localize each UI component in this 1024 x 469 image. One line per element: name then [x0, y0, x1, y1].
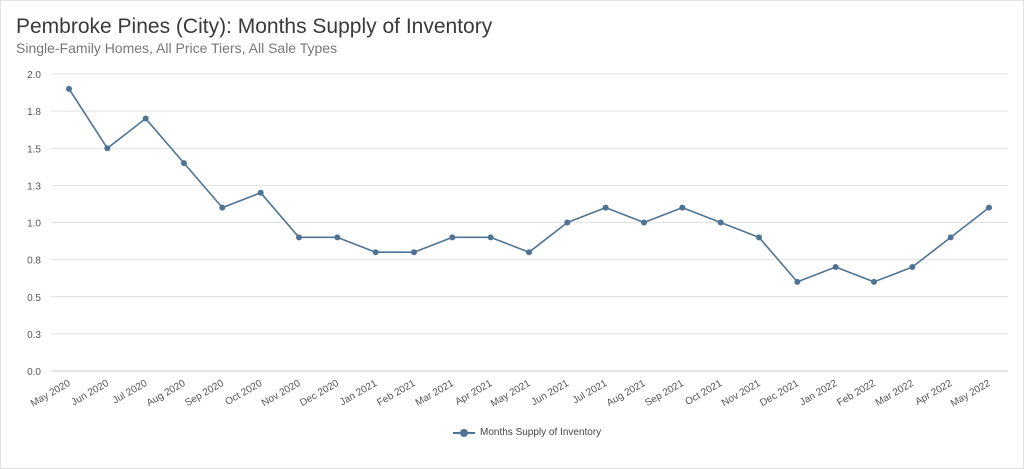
data-point [526, 249, 532, 256]
data-point [717, 219, 724, 226]
x-tick-label: Sep 2020 [183, 378, 226, 409]
data-point [104, 145, 111, 152]
data-point [411, 249, 417, 256]
data-point [296, 234, 302, 241]
data-point [564, 219, 571, 226]
x-tick-label: Jun 2021 [530, 378, 572, 408]
x-tick-label: Sep 2021 [643, 378, 686, 409]
data-point [679, 204, 686, 211]
data-point [142, 115, 149, 122]
data-point [449, 234, 456, 241]
data-point [219, 204, 226, 211]
x-tick-label: Dec 2021 [758, 378, 801, 409]
y-tick-label: 1.5 [27, 144, 41, 155]
x-tick-label: Jan 2022 [798, 378, 840, 408]
data-point [909, 264, 916, 271]
chart-subtitle: Single-Family Homes, All Price Tiers, Al… [16, 40, 338, 56]
y-tick-label: 0.5 [27, 293, 41, 304]
y-tick-label: 1.8 [27, 107, 41, 118]
x-tick-label: Jun 2020 [70, 378, 112, 408]
x-tick-label: Nov 2021 [720, 378, 763, 409]
y-tick-label: 1.3 [27, 181, 41, 192]
y-tick-label: 0.0 [27, 367, 41, 378]
legend[interactable]: Months Supply of Inventory [453, 427, 601, 438]
y-tick-label: 0.3 [27, 330, 41, 341]
y-tick-label: 2.0 [27, 70, 41, 81]
x-tick-label: Oct 2020 [224, 378, 265, 408]
legend-label: Months Supply of Inventory [480, 427, 602, 438]
data-point [641, 219, 647, 226]
x-tick-label: Dec 2020 [298, 378, 341, 409]
chart-title: Pembroke Pines (City): Months Supply of … [16, 15, 493, 38]
data-point [947, 234, 954, 241]
data-point [487, 234, 494, 241]
data-point [756, 234, 762, 241]
x-tick-label: Feb 2021 [375, 378, 417, 409]
x-tick-label: Feb 2022 [835, 378, 877, 409]
x-tick-label: Aug 2021 [605, 378, 648, 409]
x-tick-label: May 2021 [489, 378, 533, 410]
y-tick-label: 0.8 [27, 256, 41, 267]
data-point [372, 249, 379, 256]
y-tick-label: 1.0 [27, 219, 41, 230]
x-tick-label: Oct 2021 [684, 378, 725, 408]
x-tick-label: Jul 2021 [571, 378, 610, 407]
x-tick-label: Nov 2020 [260, 378, 303, 409]
data-point [602, 204, 609, 211]
data-point [66, 85, 72, 92]
x-tick-label: Mar 2021 [414, 378, 456, 409]
data-point [257, 189, 264, 196]
x-tick-label: May 2020 [29, 378, 73, 410]
x-tick-label: Aug 2020 [145, 378, 188, 409]
x-tick-label: May 2022 [949, 378, 993, 410]
x-tick-label: Jan 2021 [338, 378, 380, 408]
x-tick-label: Apr 2022 [914, 378, 955, 408]
x-tick-label: Apr 2021 [454, 378, 495, 408]
data-point [334, 234, 341, 241]
data-point [794, 278, 801, 285]
data-point [181, 160, 187, 167]
x-tick-label: Jul 2020 [111, 378, 150, 407]
legend-line-marker-icon [453, 428, 475, 438]
x-tick-label: Mar 2022 [874, 378, 916, 409]
data-point [871, 278, 877, 285]
data-point [986, 204, 992, 211]
data-point [832, 264, 839, 271]
